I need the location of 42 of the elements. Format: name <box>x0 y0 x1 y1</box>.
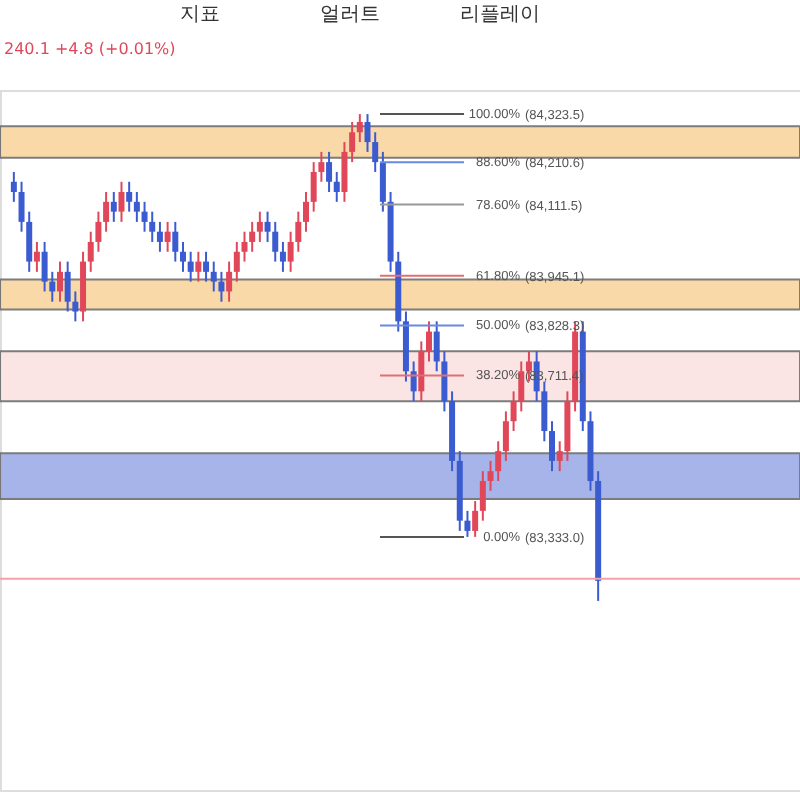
candlestick <box>103 191 110 233</box>
candlestick <box>33 240 40 273</box>
candlestick <box>179 240 186 273</box>
candlestick <box>356 113 363 144</box>
candlestick <box>172 220 179 263</box>
text: 지표 <box>180 4 220 26</box>
candlestick <box>56 260 63 303</box>
candlestick <box>187 250 194 283</box>
candlestick <box>133 191 140 223</box>
candlestick <box>303 191 309 233</box>
candlestick <box>64 260 71 313</box>
candlestick <box>549 420 556 473</box>
candlestick <box>418 340 425 403</box>
candlestick <box>226 260 233 303</box>
candlestick <box>379 150 386 213</box>
candlestick <box>349 121 356 164</box>
candlestick <box>256 210 263 243</box>
candlestick <box>279 240 286 273</box>
text: 리플레이 <box>460 4 540 26</box>
candlestick <box>10 170 17 203</box>
candlestick <box>472 500 479 538</box>
candlestick <box>410 360 417 403</box>
candlestick <box>249 220 256 253</box>
candlestick <box>149 210 156 243</box>
candlestick <box>333 170 340 203</box>
candlestick <box>164 220 171 253</box>
candlestick <box>203 250 210 283</box>
candlestick <box>426 320 433 363</box>
candlestick <box>479 470 486 522</box>
candlestick <box>233 240 240 283</box>
candlestick <box>272 220 279 263</box>
text: 얼러트 <box>320 4 380 26</box>
candlestick <box>195 250 202 283</box>
candlestick <box>156 220 163 253</box>
candlestick <box>218 270 225 303</box>
candlestick <box>502 410 509 462</box>
candlestick <box>126 180 133 213</box>
candlestick <box>326 150 333 194</box>
candlestick <box>341 141 348 203</box>
text: 240.1 +4.8 (+0.01%) <box>4 40 176 58</box>
candlestick <box>118 180 125 223</box>
candlestick <box>110 191 117 223</box>
